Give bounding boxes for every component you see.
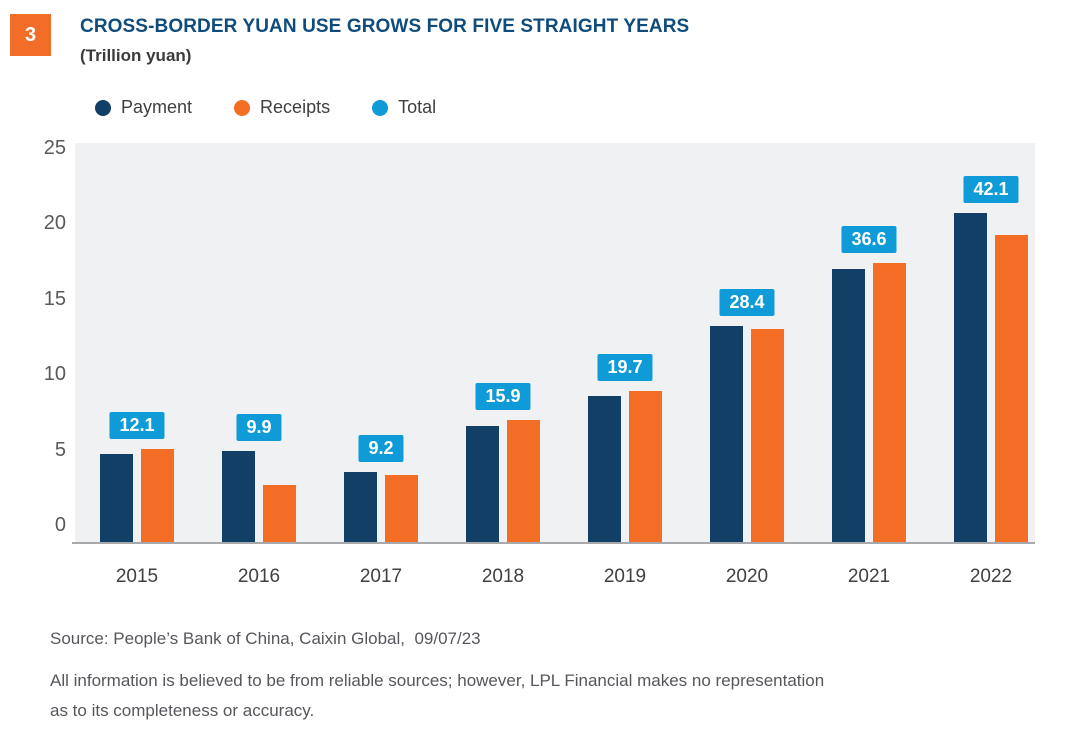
y-axis-tick-0: 0	[54, 514, 66, 536]
bar-payment-2022	[954, 212, 987, 543]
bar-payment-2020	[710, 326, 743, 543]
total-label-2022: 42.1	[963, 175, 1019, 203]
x-axis-label-2022: 2022	[969, 566, 1013, 587]
bar-payment-2019	[588, 395, 621, 543]
bar-payment-2017	[344, 471, 377, 543]
bar-receipts-2021	[873, 262, 906, 543]
chart-subtitle: (Trillion yuan)	[80, 46, 192, 65]
legend-dot-total-icon	[372, 99, 389, 116]
bar-payment-2016	[222, 450, 255, 543]
x-axis-label-2020: 2020	[725, 566, 769, 587]
total-label-2017: 9.2	[358, 434, 404, 462]
bar-receipts-2018	[507, 420, 540, 543]
x-axis-label-2016: 2016	[237, 566, 281, 587]
bar-receipts-2015	[141, 449, 174, 543]
total-label-2020: 28.4	[719, 289, 775, 317]
total-label-2018: 15.9	[475, 383, 531, 411]
legend: Payment Receipts Total	[95, 97, 436, 118]
legend-item-total: Total	[372, 97, 436, 118]
disclaimer-text: All information is believed to be from r…	[50, 666, 824, 726]
figure-number-badge: 3	[10, 14, 51, 56]
legend-label-payment: Payment	[121, 97, 193, 117]
legend-dot-payment-icon	[95, 99, 111, 116]
total-label-2021: 36.6	[841, 225, 897, 253]
total-label-2016: 9.9	[236, 413, 282, 441]
legend-label-total: Total	[398, 97, 437, 117]
total-label-2019: 19.7	[597, 354, 653, 382]
legend-item-receipts: Receipts	[234, 97, 330, 118]
bar-receipts-2017	[385, 474, 418, 543]
legend-item-payment: Payment	[95, 97, 192, 118]
bar-payment-2018	[466, 426, 499, 543]
disclaimer-line-2: as to its completeness or accuracy.	[50, 701, 315, 720]
bar-receipts-2016	[263, 485, 296, 543]
y-axis-tick-10: 10	[43, 363, 66, 386]
source-text: Source: People’s Bank of China, Caixin G…	[50, 629, 481, 648]
y-axis-tick-25: 25	[43, 137, 66, 159]
y-axis-tick-5: 5	[54, 438, 66, 461]
bar-receipts-2019	[629, 391, 662, 543]
plot-area: 12.1 9.9 9.2 15.9 19.7 28.4 36.6 42.1	[75, 143, 1035, 543]
disclaimer-line-1: All information is believed to be from r…	[50, 671, 825, 690]
total-label-2015: 12.1	[109, 412, 165, 440]
x-axis-line	[72, 542, 1035, 544]
x-axis-label-2019: 2019	[603, 566, 647, 587]
x-axis-label-2018: 2018	[481, 566, 525, 587]
bar-payment-2015	[100, 453, 133, 543]
legend-dot-receipts-icon	[234, 99, 251, 116]
chart-title: CROSS-BORDER YUAN USE GROWS FOR FIVE STR…	[80, 16, 690, 37]
legend-label-receipts: Receipts	[260, 97, 331, 117]
y-axis-tick-20: 20	[43, 212, 66, 235]
bar-payment-2021	[832, 268, 865, 543]
bar-receipts-2020	[751, 329, 784, 543]
x-axis-label-2021: 2021	[847, 566, 891, 587]
x-axis-label-2017: 2017	[359, 566, 403, 587]
y-axis-tick-15: 15	[43, 287, 66, 310]
bar-receipts-2022	[995, 235, 1028, 543]
x-axis-label-2015: 2015	[115, 566, 159, 587]
